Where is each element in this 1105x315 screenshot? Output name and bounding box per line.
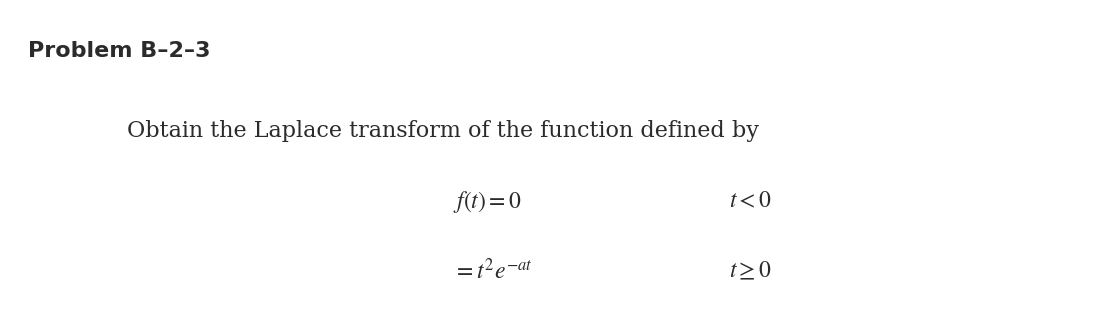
Text: $= t^2 e^{-at}$: $= t^2 e^{-at}$ — [453, 258, 533, 284]
Text: Problem B–2–3: Problem B–2–3 — [28, 41, 210, 61]
Text: $t < 0$: $t < 0$ — [729, 191, 772, 212]
Text: $t \geq 0$: $t \geq 0$ — [729, 260, 772, 282]
Text: $f(t) = 0$: $f(t) = 0$ — [453, 189, 522, 215]
Text: Obtain the Laplace transform of the function defined by: Obtain the Laplace transform of the func… — [127, 120, 759, 142]
